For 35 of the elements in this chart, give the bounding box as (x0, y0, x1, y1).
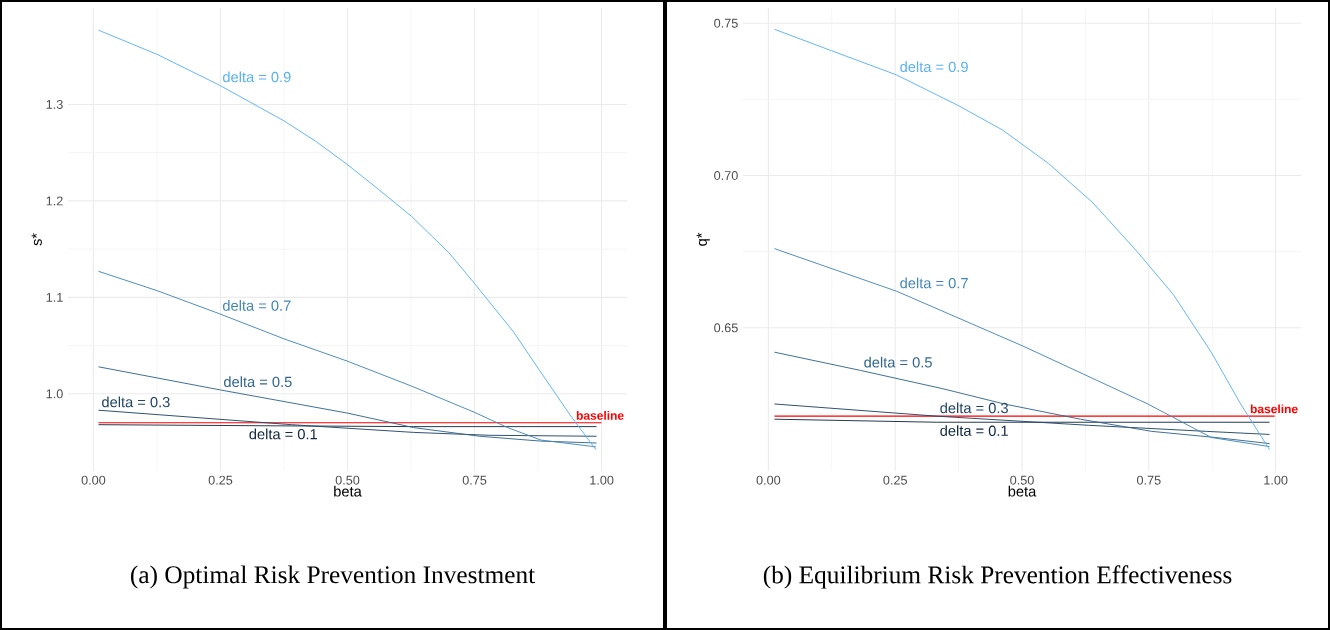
series-label: delta = 0.3 (102, 396, 170, 408)
x-tick-label: 0.50 (335, 475, 360, 485)
y-tick-label: 1.0 (46, 389, 63, 399)
series-label: delta = 0.1 (249, 428, 317, 440)
x-tick-label: 0.00 (81, 475, 106, 485)
series-label: delta = 0.9 (222, 71, 291, 83)
x-tick-label: 0.00 (756, 475, 781, 485)
x-tick-label: 0.75 (462, 475, 487, 485)
x-axis-title: beta (334, 485, 362, 497)
ref-line-label: baseline (576, 411, 624, 420)
series-label: delta = 0.9 (900, 61, 968, 73)
series-label: delta = 0.5 (864, 356, 932, 368)
x-tick-label: 0.75 (1137, 475, 1161, 485)
x-tick-label: 0.25 (208, 475, 233, 485)
text: (a) Optimal Risk Prevention Investment (131, 565, 536, 589)
y-axis-title: q* (696, 232, 710, 246)
y-tick-label: 0.75 (714, 18, 738, 28)
series-label: delta = 0.3 (940, 402, 1008, 414)
y-tick-label: 1.2 (46, 196, 63, 206)
y-tick-label: 0.70 (714, 171, 738, 180)
y-tick-label: 1.1 (46, 293, 63, 302)
series-label: delta = 0.5 (224, 376, 292, 388)
x-tick-label: 0.25 (883, 475, 907, 485)
x-axis-title: beta (1008, 485, 1037, 497)
y-tick-label: 0.65 (714, 323, 738, 333)
series-label: delta = 0.7 (900, 277, 968, 289)
y-tick-label: 1.3 (46, 99, 63, 109)
series-label: delta = 0.7 (222, 300, 291, 311)
series-label: delta = 0.1 (940, 425, 1008, 436)
x-tick-label: 0.50 (1010, 475, 1034, 485)
text: (b) Equilibrium Risk Prevention Effectiveness (763, 565, 1232, 589)
y-axis-title: s* (31, 233, 42, 246)
x-tick-label: 1.00 (590, 475, 614, 485)
ref-line-label: baseline (1250, 404, 1298, 414)
x-tick-label: 1.00 (1264, 475, 1288, 485)
